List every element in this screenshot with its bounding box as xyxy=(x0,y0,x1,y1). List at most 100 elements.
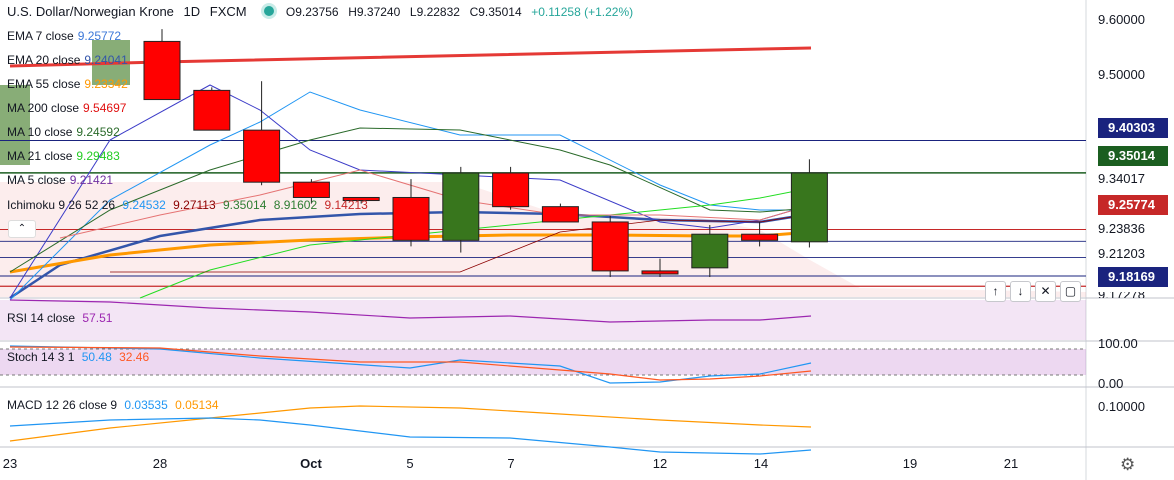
price-tag-navy: 9.18169 xyxy=(1098,267,1168,287)
macd-value: 0.03535 xyxy=(124,398,168,412)
candle-body xyxy=(292,181,330,198)
candle-body xyxy=(342,196,380,202)
time-tick: Oct xyxy=(300,456,322,471)
market-status-icon xyxy=(264,6,275,16)
price-tick-cut: 9.17278 xyxy=(1098,292,1145,298)
price-tick: 9.50000 xyxy=(1098,67,1145,82)
legend-value: 9.24592 xyxy=(76,125,120,139)
ichimoku-value-2: 9.27113 xyxy=(173,198,216,212)
legend-value: 9.21421 xyxy=(69,173,114,187)
interval-label[interactable]: 1D xyxy=(183,4,201,19)
legend-value: 9.54697 xyxy=(83,101,127,115)
ichimoku-value-1: 9.24532 xyxy=(122,198,166,212)
ma21-line xyxy=(139,187,812,299)
stoch-k-line xyxy=(9,345,812,384)
stoch-d-line xyxy=(9,346,812,381)
legend-label: EMA 55 close xyxy=(7,77,81,91)
time-tick: 21 xyxy=(1003,456,1019,471)
time-tick: 19 xyxy=(902,456,918,471)
legend-item[interactable]: EMA 20 close 9.24041 xyxy=(7,52,132,68)
legend-highlight-green xyxy=(0,85,30,165)
ichimoku-value-4: 8.91602 xyxy=(273,198,318,212)
legend-label: MA 5 close xyxy=(7,173,66,187)
price-tick: 9.21203 xyxy=(1098,246,1145,261)
macd-signal-line xyxy=(9,405,812,442)
price-tag-red: 9.25774 xyxy=(1098,195,1168,215)
pane-close-icon[interactable]: ✕ xyxy=(1035,281,1056,302)
ohlc-open: O9.23756 xyxy=(285,5,339,19)
ichimoku-value-3: 9.35014 xyxy=(223,198,267,212)
time-tick: 28 xyxy=(152,456,168,471)
time-tick: 23 xyxy=(2,456,18,471)
macd-signal-value: 0.05134 xyxy=(175,398,219,412)
ichimoku-label: Ichimoku 9 26 52 26 xyxy=(7,198,116,212)
candle-body xyxy=(641,270,679,275)
macd-legend[interactable]: MACD 12 26 close 9 0.03535 0.05134 xyxy=(7,397,223,413)
rsi-line xyxy=(9,299,812,323)
price-tag-green: 9.35014 xyxy=(1098,146,1168,166)
candle-body xyxy=(442,172,480,241)
legend-value: 9.25772 xyxy=(77,29,122,43)
candle-body xyxy=(492,172,530,208)
rsi-legend[interactable]: RSI 14 close 57.51 xyxy=(7,310,116,326)
candle-body xyxy=(691,233,729,269)
stoch-tick-0: 0.00 xyxy=(1098,376,1124,391)
pane-up-icon[interactable]: ↑ xyxy=(985,281,1006,302)
settings-gear-icon[interactable]: ⚙ xyxy=(1120,455,1136,474)
rsi-band xyxy=(0,300,1086,340)
candle-body xyxy=(741,233,779,241)
symbol-title: U.S. Dollar/Norwegian Krone xyxy=(7,4,174,19)
legend-item[interactable]: EMA 55 close 9.23342 xyxy=(7,76,132,92)
candle-body xyxy=(790,172,828,243)
stoch-band xyxy=(0,349,1086,375)
legend-item[interactable]: MA 21 close 9.29483 xyxy=(7,148,124,164)
price-tick: 9.60000 xyxy=(1098,12,1145,27)
source-label: FXCM xyxy=(209,4,247,19)
legend-label: EMA 7 close xyxy=(7,29,74,43)
price-tag-blue: 9.40303 xyxy=(1098,118,1168,138)
macd-label: MACD 12 26 close 9 xyxy=(7,398,118,412)
legend-value: 9.23342 xyxy=(84,77,128,91)
legend-value: 9.29483 xyxy=(76,149,120,163)
candle-body xyxy=(392,196,430,241)
pane-maximize-icon[interactable]: ▢ xyxy=(1060,281,1081,302)
time-tick: 12 xyxy=(652,456,668,471)
symbol-header: U.S. Dollar/Norwegian Krone 1D FXCM O9.2… xyxy=(7,4,639,19)
price-tick: 9.23836 xyxy=(1098,221,1145,236)
rsi-label: RSI 14 close xyxy=(7,311,76,325)
candle-body xyxy=(143,40,181,101)
ema7-line xyxy=(9,91,811,301)
time-tick: 14 xyxy=(753,456,769,471)
macd-line xyxy=(9,417,812,455)
ohlc-low: L9.22832 xyxy=(409,5,460,19)
candle-body xyxy=(193,89,231,131)
collapse-legend-button[interactable]: ⌃ xyxy=(8,220,36,238)
price-tick: 9.34017 xyxy=(1098,171,1145,186)
ohlc-change: +0.11258 (+1.22%) xyxy=(531,5,634,19)
ichimoku-value-5: 9.14213 xyxy=(324,198,368,212)
legend-item[interactable]: MA 200 close 9.54697 xyxy=(7,100,130,116)
pane-down-icon[interactable]: ↓ xyxy=(1010,281,1031,302)
macd-tick: 0.10000 xyxy=(1098,399,1145,414)
candle-body xyxy=(541,206,579,223)
legend-item[interactable]: MA 10 close 9.24592 xyxy=(7,124,124,140)
legend-label: EMA 20 close xyxy=(7,53,81,67)
time-tick: 5 xyxy=(406,456,414,471)
legend-label: MA 10 close xyxy=(7,125,73,139)
legend-label: MA 21 close xyxy=(7,149,73,163)
candle-body xyxy=(243,129,281,183)
stoch-k-value: 50.48 xyxy=(81,350,112,364)
ohlc-close: C9.35014 xyxy=(469,5,522,19)
rsi-value: 57.51 xyxy=(82,311,113,325)
stoch-tick-100: 100.00 xyxy=(1098,336,1138,351)
legend-value: 9.24041 xyxy=(84,53,128,67)
legend-label: MA 200 close xyxy=(7,101,80,115)
ma10-line xyxy=(9,127,812,273)
stoch-legend[interactable]: Stoch 14 3 1 50.48 32.46 xyxy=(7,349,153,365)
legend-item[interactable]: MA 5 close 9.21421 xyxy=(7,172,117,188)
candle-body xyxy=(591,221,629,272)
legend-item[interactable]: EMA 7 close 9.25772 xyxy=(7,28,125,44)
stoch-label: Stoch 14 3 1 xyxy=(7,350,75,364)
ichimoku-legend[interactable]: Ichimoku 9 26 52 26 9.24532 9.27113 9.35… xyxy=(7,197,372,213)
